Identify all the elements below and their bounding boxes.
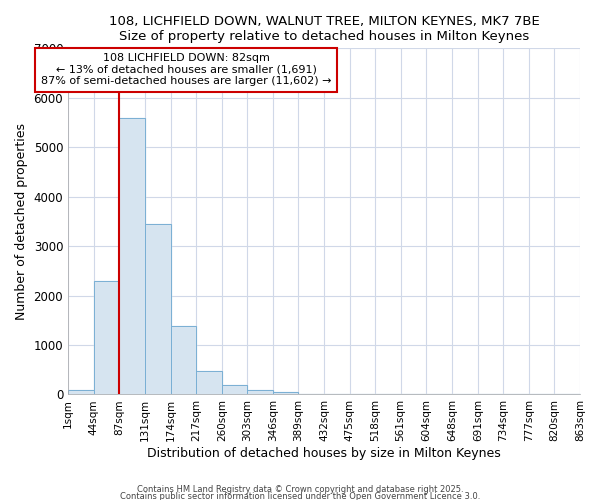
Title: 108, LICHFIELD DOWN, WALNUT TREE, MILTON KEYNES, MK7 7BE
Size of property relati: 108, LICHFIELD DOWN, WALNUT TREE, MILTON… — [109, 15, 539, 43]
Text: Contains public sector information licensed under the Open Government Licence 3.: Contains public sector information licen… — [120, 492, 480, 500]
Text: 108 LICHFIELD DOWN: 82sqm
← 13% of detached houses are smaller (1,691)
87% of se: 108 LICHFIELD DOWN: 82sqm ← 13% of detac… — [41, 54, 331, 86]
Text: Contains HM Land Registry data © Crown copyright and database right 2025.: Contains HM Land Registry data © Crown c… — [137, 486, 463, 494]
Y-axis label: Number of detached properties: Number of detached properties — [15, 123, 28, 320]
X-axis label: Distribution of detached houses by size in Milton Keynes: Distribution of detached houses by size … — [147, 447, 501, 460]
